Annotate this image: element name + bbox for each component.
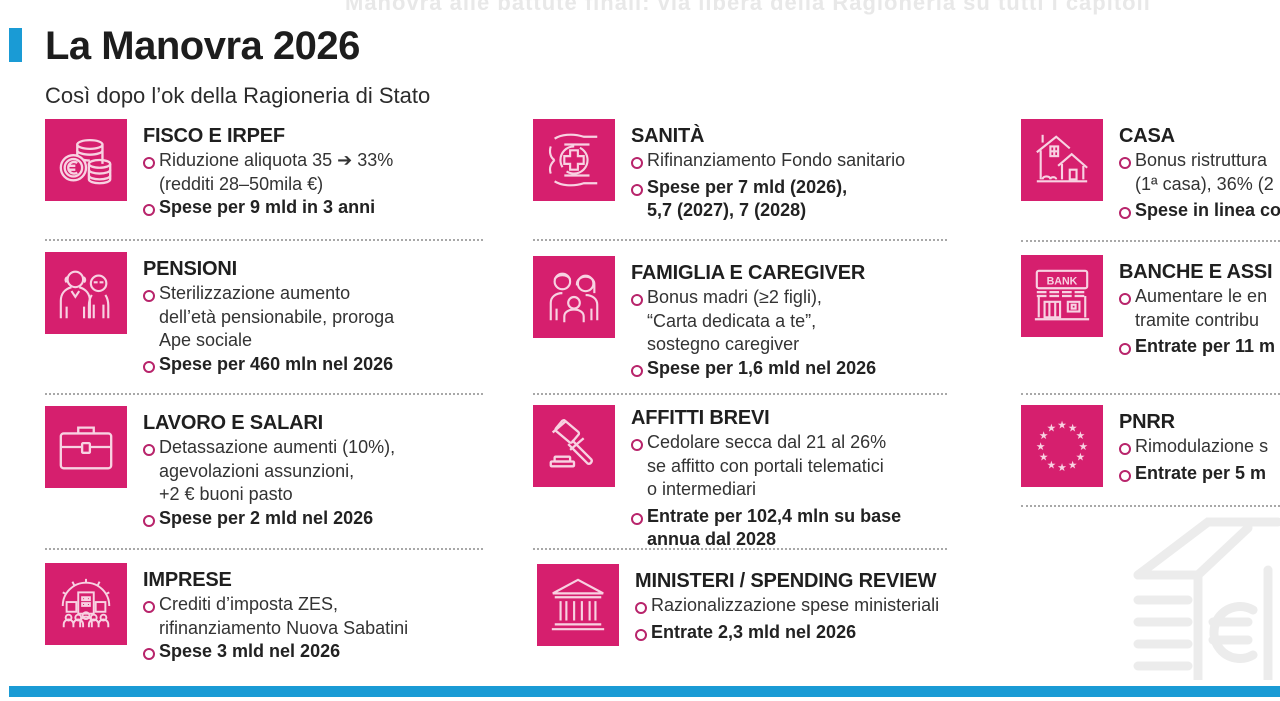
card-title: FAMIGLIA E CAREGIVER [631,262,866,284]
bullet-item-amount: Entrate per 102,4 mln su base annua dal … [631,505,901,552]
svg-text:★: ★ [1047,421,1057,434]
svg-text:★: ★ [1039,451,1049,464]
ministry-building-icon [537,564,619,646]
svg-text:BANK: BANK [1047,275,1078,287]
bullet-item: Riduzione aliquota 35 ➔ 33% (redditi 28–… [143,149,393,196]
svg-text:★: ★ [1057,461,1067,474]
bullet-item-amount: Spese per 460 mln nel 2026 [143,353,394,377]
bullet-item: Cedolare secca dal 21 al 26% se affitto … [631,431,901,502]
divider [45,393,483,395]
bullet-item: Bonus ristruttura (1ª casa), 36% (2 [1119,149,1280,196]
divider [45,239,483,241]
card-title: FISCO E IRPEF [143,125,285,147]
houses-icon [1021,119,1103,201]
bullet-item: Bonus madri (≥2 figli), “Carta dedicata … [631,286,876,357]
bullet-item: Detassazione aumenti (10%), agevolazioni… [143,436,395,507]
svg-text:★: ★ [1079,440,1089,453]
svg-text:★: ★ [1076,429,1086,442]
eu-stars-icon: ★ ★ ★ ★ ★ ★ ★ ★ ★ ★ ★ ★ [1021,405,1103,487]
bullet-item-amount: Spese per 1,6 mld nel 2026 [631,357,876,381]
card-title: SANITÀ [631,125,705,147]
bullet-item: Crediti d’imposta ZES, rifinanziamento N… [143,593,408,640]
page-title: La Manovra 2026 [45,24,360,68]
card-title: BANCHE E ASSI [1119,261,1273,283]
divider [533,393,947,395]
bullet-item: Rifinanziamento Fondo sanitario [631,149,905,173]
svg-text:★: ★ [1068,421,1078,434]
bullet-item-amount: Spese per 9 mld in 3 anni [143,196,393,220]
business-gear-icon [45,563,127,645]
bullet-item-amount: Entrate per 5 m [1119,462,1268,486]
bullet-item: Razionalizzazione spese ministeriali [635,594,939,618]
card-title: IMPRESE [143,569,232,591]
hands-medical-cross-icon [533,119,615,201]
bullet-item-amount: Entrate 2,3 mld nel 2026 [635,621,939,645]
bullet-item-amount: Spese per 2 mld nel 2026 [143,507,395,531]
briefcase-icon [45,406,127,488]
bullet-item-amount: Spese in linea co [1119,199,1280,223]
svg-text:★: ★ [1068,458,1078,471]
divider [1021,240,1280,242]
coins-euro-icon [45,119,127,201]
elderly-couple-icon [45,252,127,334]
bullet-item-amount: Spese 3 mld nel 2026 [143,640,408,664]
card-title: PNRR [1119,411,1175,433]
bullet-item-amount: Entrate per 11 m [1119,335,1275,359]
house-euro-watermark-icon [1128,510,1280,685]
bottom-accent-bar [9,686,1280,697]
card-title: CASA [1119,125,1175,147]
family-icon [533,256,615,338]
divider [533,548,947,550]
svg-text:★: ★ [1047,458,1057,471]
svg-text:★: ★ [1039,429,1049,442]
bank-icon: BANK [1021,255,1103,337]
card-title: PENSIONI [143,258,237,280]
divider [533,239,947,241]
divider [1021,393,1280,395]
ghost-headline: Manovra alle battute finali: via libera … [345,0,1151,15]
svg-text:★: ★ [1036,440,1046,453]
bullet-item: Aumentare le en tramite contribu [1119,285,1275,332]
divider [1021,505,1280,507]
card-title: AFFITTI BREVI [631,407,770,429]
page-subtitle: Così dopo l’ok della Ragioneria di Stato [45,83,431,108]
gavel-icon [533,405,615,487]
bullet-item: Sterilizzazione aumento dell’età pension… [143,282,394,353]
divider [45,548,483,550]
svg-text:★: ★ [1057,419,1067,432]
card-title: MINISTERI / SPENDING REVIEW [635,570,937,592]
bullet-item-amount: Spese per 7 mld (2026), 5,7 (2027), 7 (2… [631,176,905,223]
title-accent-bar [9,28,22,62]
svg-text:★: ★ [1076,451,1086,464]
card-title: LAVORO E SALARI [143,412,323,434]
bullet-item: Rimodulazione s [1119,435,1268,459]
